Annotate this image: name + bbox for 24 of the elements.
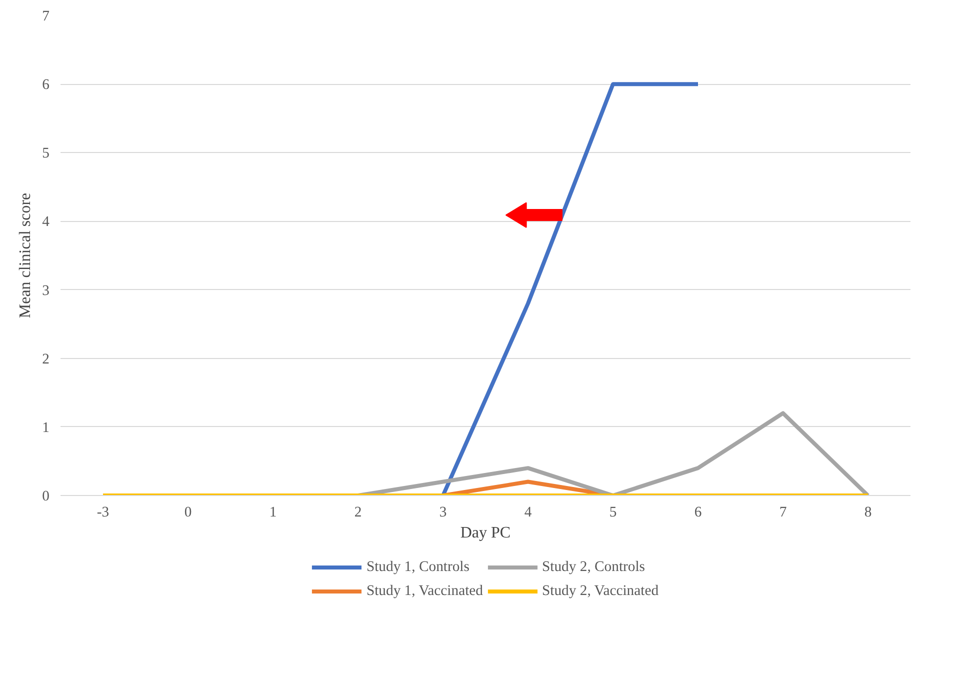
x-tick-label: 5 <box>609 504 617 520</box>
x-tick-label: 2 <box>354 504 362 520</box>
y-tick-label: 7 <box>42 8 50 24</box>
x-tick-label: 0 <box>184 504 192 520</box>
y-tick-label: 6 <box>42 77 50 94</box>
x-tick-label: 6 <box>694 504 702 520</box>
legend-label: Study 1, Controls <box>366 558 470 576</box>
legend-label: Study 2, Vaccinated <box>542 582 659 600</box>
x-tick-label: 7 <box>779 504 787 520</box>
y-tick-label: 5 <box>42 146 50 162</box>
y-tick-label: 4 <box>42 214 50 230</box>
y-tick-label: 0 <box>42 488 50 504</box>
x-tick-label: 4 <box>524 504 532 520</box>
y-tick-label: 3 <box>42 282 50 299</box>
x-axis-title: Day PC <box>460 524 511 542</box>
legend-label: Study 1, Vaccinated <box>366 582 483 600</box>
legend-label: Study 2, Controls <box>542 558 646 576</box>
x-tick-label: 3 <box>439 504 447 520</box>
y-tick-label: 1 <box>42 420 50 436</box>
y-axis-title: Mean clinical score <box>17 192 34 318</box>
x-tick-label: 1 <box>269 504 277 520</box>
x-tick-label: -3 <box>96 504 110 520</box>
y-tick-label: 2 <box>42 351 50 368</box>
x-tick-label: 8 <box>864 504 872 520</box>
